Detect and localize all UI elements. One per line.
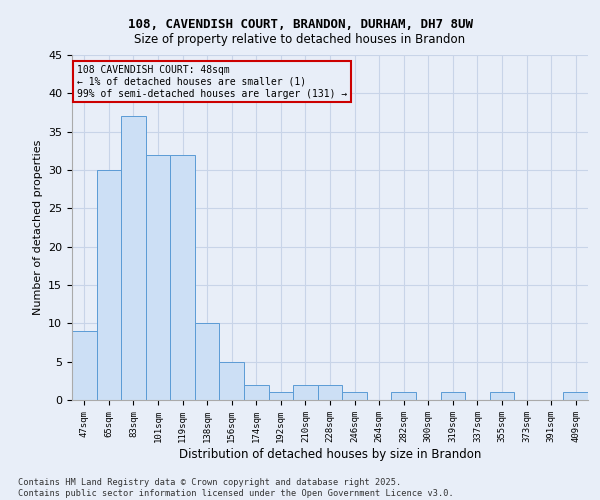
Bar (342, 392, 367, 400)
Bar (72, 331, 97, 400)
Text: Size of property relative to detached houses in Brandon: Size of property relative to detached ho… (134, 32, 466, 46)
Bar (195, 324, 220, 400)
Bar (318, 384, 342, 400)
Bar (244, 384, 269, 400)
Bar (293, 384, 318, 400)
Bar (170, 154, 195, 400)
Text: Contains HM Land Registry data © Crown copyright and database right 2025.
Contai: Contains HM Land Registry data © Crown c… (18, 478, 454, 498)
Bar (220, 362, 244, 400)
Bar (146, 154, 170, 400)
X-axis label: Distribution of detached houses by size in Brandon: Distribution of detached houses by size … (179, 448, 481, 460)
Bar (563, 392, 588, 400)
Bar (121, 116, 146, 400)
Text: 108, CAVENDISH COURT, BRANDON, DURHAM, DH7 8UW: 108, CAVENDISH COURT, BRANDON, DURHAM, D… (128, 18, 473, 30)
Bar (440, 392, 465, 400)
Bar (269, 392, 293, 400)
Text: 108 CAVENDISH COURT: 48sqm
← 1% of detached houses are smaller (1)
99% of semi-d: 108 CAVENDISH COURT: 48sqm ← 1% of detac… (77, 66, 347, 98)
Bar (97, 170, 121, 400)
Bar (391, 392, 416, 400)
Bar (490, 392, 514, 400)
Y-axis label: Number of detached properties: Number of detached properties (32, 140, 43, 315)
